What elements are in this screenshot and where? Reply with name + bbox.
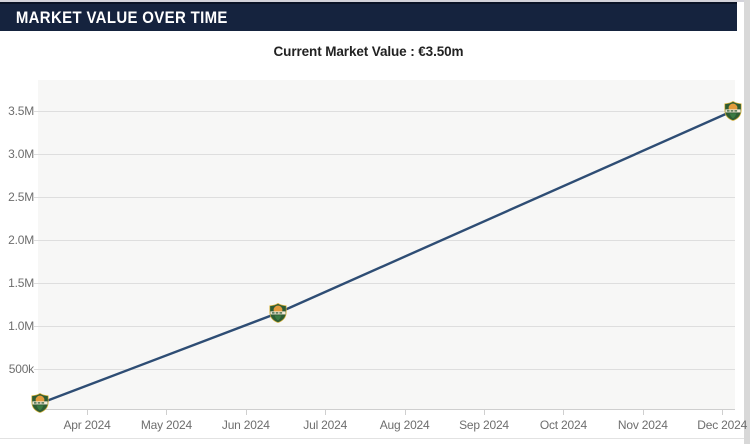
y-axis-label: 1.0M	[8, 319, 34, 333]
y-gridline	[38, 283, 735, 284]
y-axis-tick	[34, 154, 38, 155]
x-axis-tick	[642, 410, 644, 415]
y-axis-label: 2.5M	[8, 190, 34, 204]
y-axis-tick	[34, 240, 38, 241]
x-axis-label: Jun 2024	[221, 418, 270, 432]
x-axis-label: Aug 2024	[379, 418, 430, 432]
x-axis-tick	[722, 410, 724, 415]
x-axis-tick	[325, 410, 327, 415]
market-value-point[interactable]	[31, 393, 49, 414]
y-axis-tick	[34, 111, 38, 112]
panel-title: MARKET VALUE OVER TIME	[15, 7, 228, 27]
x-axis-label: Jul 2024	[303, 418, 348, 432]
y-axis-label: 3.0M	[8, 147, 34, 161]
club-crest-icon	[31, 393, 49, 414]
y-gridline	[38, 154, 735, 155]
chart-plot-area	[38, 80, 735, 410]
x-axis-tick	[166, 410, 168, 415]
club-crest-icon	[268, 303, 287, 324]
y-gridline	[38, 326, 735, 327]
y-axis-tick	[34, 326, 38, 327]
y-axis-tick	[34, 369, 38, 370]
current-market-value-text: Current Market Value : €3.50m	[273, 44, 464, 59]
panel-bottom-border	[0, 438, 744, 439]
page-right-gutter	[744, 0, 750, 444]
y-gridline	[38, 111, 735, 112]
y-gridline	[38, 369, 735, 370]
x-axis-label: May 2024	[140, 418, 192, 432]
x-axis-label: Dec 2024	[697, 418, 748, 432]
y-axis-label: 1.5M	[8, 276, 34, 290]
page-top-strip	[0, 0, 744, 2]
club-crest-icon	[723, 101, 742, 121]
x-axis-tick	[563, 410, 565, 415]
x-axis-label: Nov 2024	[617, 418, 668, 432]
market-value-point[interactable]	[723, 101, 742, 121]
panel-header: MARKET VALUE OVER TIME	[0, 2, 737, 31]
x-axis-label: Apr 2024	[63, 418, 111, 432]
y-axis-label: 3.5M	[8, 104, 34, 118]
y-axis-label: 500k	[8, 362, 34, 376]
y-axis-tick	[34, 283, 38, 284]
y-axis-label: 2.0M	[8, 233, 34, 247]
x-axis-label: Oct 2024	[539, 418, 587, 432]
x-axis-tick	[484, 410, 485, 415]
y-gridline	[38, 197, 735, 198]
y-axis-tick	[34, 197, 38, 198]
y-gridline	[38, 240, 735, 241]
x-axis-tick	[87, 410, 88, 415]
x-axis-tick	[245, 410, 247, 415]
x-axis-tick	[404, 410, 406, 415]
x-axis-label: Sep 2024	[459, 418, 509, 432]
market-value-point[interactable]	[268, 303, 287, 324]
